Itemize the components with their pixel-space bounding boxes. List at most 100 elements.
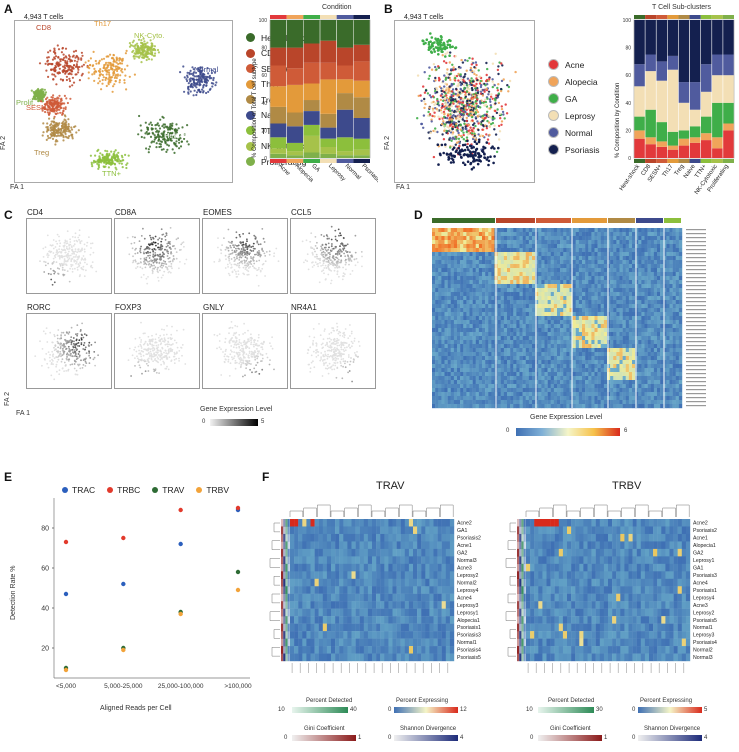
gene-point <box>60 334 62 336</box>
bar-segment <box>656 80 667 123</box>
gene-point <box>322 251 325 253</box>
condition-strip <box>303 159 320 163</box>
umap-point <box>451 127 454 131</box>
bar-segment <box>678 82 690 103</box>
umap-point <box>169 138 172 141</box>
gene-point <box>63 269 66 271</box>
gene-point <box>342 237 345 240</box>
gene-point <box>146 348 149 351</box>
gene-scatter <box>126 227 188 285</box>
gene-point <box>148 257 151 259</box>
gene-point <box>343 336 346 339</box>
gene-point <box>317 265 319 268</box>
umap-point <box>444 145 447 148</box>
gene-point <box>151 334 153 337</box>
umap-point <box>112 58 115 62</box>
gene-point <box>311 247 314 249</box>
bar-segment <box>270 86 287 107</box>
umap-point <box>145 130 148 134</box>
condition-strip <box>336 15 354 19</box>
gene-point <box>242 359 245 362</box>
gene-point <box>314 236 317 238</box>
gene-point <box>168 257 171 259</box>
gene-point <box>77 353 80 355</box>
gene-point <box>84 358 87 361</box>
umap-point <box>449 161 453 164</box>
umap-point <box>427 43 431 46</box>
cluster-strip <box>678 159 690 163</box>
umap-point <box>77 71 80 74</box>
gene-point <box>135 247 137 250</box>
gene-point <box>341 353 344 356</box>
legend-swatch <box>246 141 255 151</box>
gene-point <box>231 358 234 361</box>
gene-point <box>142 359 145 362</box>
umap-point <box>450 68 453 71</box>
gene-point <box>75 261 78 263</box>
umap-point <box>139 51 142 54</box>
umap-point <box>449 101 453 104</box>
gene-point <box>315 356 318 358</box>
umap-point <box>203 80 206 83</box>
umap-point <box>449 129 452 132</box>
gene-point <box>43 260 45 263</box>
gene-point <box>62 344 65 347</box>
gene-point <box>250 333 252 336</box>
umap-point <box>514 70 517 74</box>
gene-feature-plot: CCL5 <box>290 208 376 294</box>
umap-point <box>186 71 189 74</box>
gene-point <box>144 340 147 343</box>
umap-point <box>155 142 158 145</box>
gene-point <box>174 247 177 250</box>
umap-point <box>201 88 204 91</box>
condition-strip <box>353 159 370 163</box>
gene-point <box>250 341 253 344</box>
gene-point <box>68 257 71 260</box>
gene-point <box>241 359 244 362</box>
gene-point <box>170 263 173 265</box>
gene-point <box>55 261 58 263</box>
bar-segment <box>337 65 354 80</box>
gene-point <box>71 268 74 270</box>
umap-point <box>465 153 468 157</box>
gene-point <box>88 236 90 238</box>
gene-point <box>350 260 353 262</box>
umap-point <box>445 94 448 97</box>
bar-segment <box>303 43 320 63</box>
gene-point <box>260 254 262 257</box>
bar-segment <box>270 137 287 149</box>
gene-point <box>63 343 65 345</box>
heat-cell <box>441 228 445 233</box>
panel-a-axis-y: FA 2 <box>0 135 7 150</box>
umap-point <box>452 160 455 164</box>
gene-point <box>61 367 64 369</box>
gene-point <box>228 253 231 256</box>
gene-point <box>242 233 244 235</box>
umap-point <box>444 82 447 85</box>
gene-point <box>65 348 67 350</box>
umap-point <box>212 78 215 82</box>
gene-point <box>74 256 77 258</box>
umap-point <box>126 64 129 67</box>
gene-point <box>153 348 156 351</box>
umap-point <box>481 116 484 120</box>
umap-point <box>425 38 429 41</box>
gene-label: GNLY <box>203 303 225 312</box>
gene-point <box>178 357 180 360</box>
umap-point <box>116 74 119 77</box>
umap-point <box>177 138 180 141</box>
gene-point <box>314 261 317 264</box>
gene-point <box>75 239 78 242</box>
umap-point <box>462 133 465 137</box>
umap-point <box>102 57 106 60</box>
umap-point <box>171 127 174 130</box>
gene-point <box>349 324 351 326</box>
gene-point <box>73 240 76 242</box>
gene-point <box>50 363 53 365</box>
umap-point <box>99 68 102 71</box>
umap-point <box>101 154 104 157</box>
gene-point <box>185 258 188 261</box>
gene-point <box>43 271 46 273</box>
umap-point <box>68 79 72 83</box>
umap-point <box>60 129 63 132</box>
